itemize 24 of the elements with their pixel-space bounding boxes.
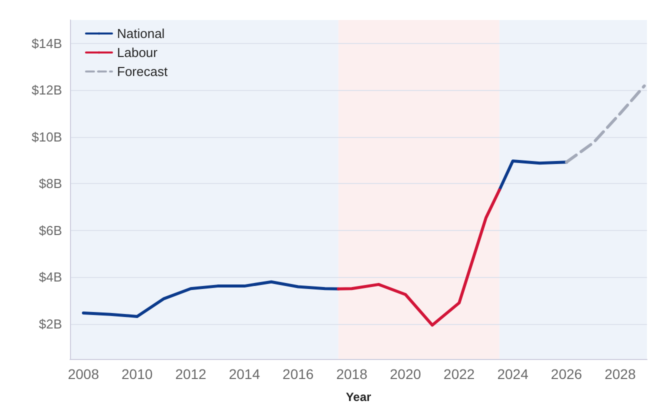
x-tick-label: 2018 <box>336 366 368 382</box>
x-tick-label: 2010 <box>122 366 153 382</box>
y-tick-label: $10B <box>32 129 62 144</box>
x-tick-label: 2026 <box>550 366 582 382</box>
legend-label: Forecast <box>117 64 168 79</box>
x-tick-label: 2008 <box>68 366 100 382</box>
line-series <box>564 84 646 164</box>
y-tick-label: $14B <box>32 36 62 51</box>
x-tick-label: 2022 <box>444 366 475 382</box>
legend-label: Labour <box>117 45 158 60</box>
x-tick-label: 2028 <box>604 366 636 382</box>
x-axis-title: Year <box>346 390 372 404</box>
y-tick-label: $6B <box>38 222 62 238</box>
x-tick-label: 2016 <box>282 366 314 382</box>
y-tick-label: $4B <box>38 270 62 285</box>
line-series <box>336 188 501 327</box>
legend-label: National <box>117 26 165 41</box>
x-tick-label: 2024 <box>497 366 529 382</box>
y-tick-label: $8B <box>38 176 62 192</box>
x-tick-label: 2020 <box>390 366 422 382</box>
y-tick-label: $12B <box>32 82 62 98</box>
x-tick-label: 2014 <box>228 366 260 382</box>
x-tick-label: 2012 <box>175 366 207 382</box>
y-tick-label: $2B <box>38 316 62 332</box>
